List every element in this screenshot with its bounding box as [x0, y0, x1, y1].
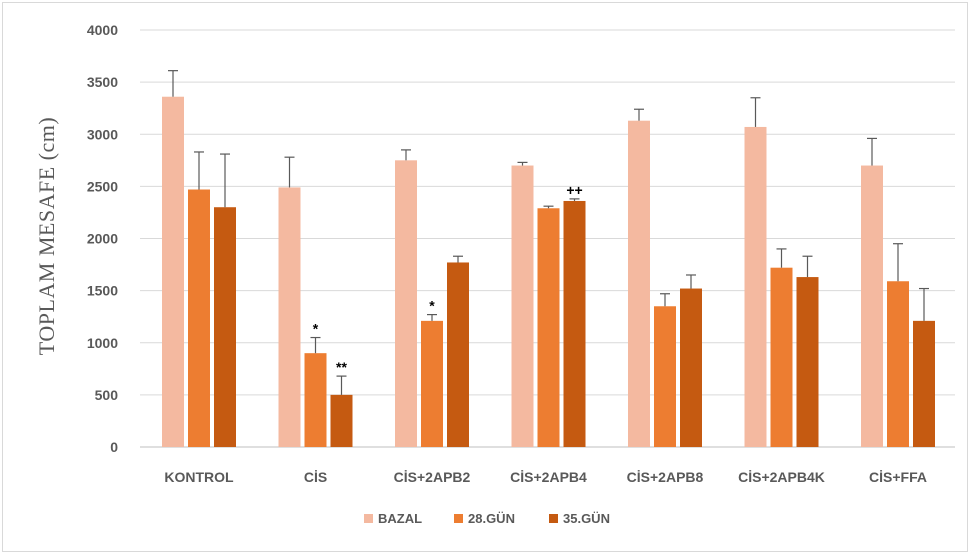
y-tick-label: 1500	[87, 283, 118, 299]
bar	[654, 306, 676, 447]
bar	[447, 262, 469, 447]
bar	[861, 165, 883, 447]
y-tick-label: 4000	[87, 22, 118, 38]
bar	[511, 165, 534, 447]
x-tick-label: KONTROL	[164, 469, 234, 485]
x-tick-label: CİS+FFA	[869, 469, 927, 485]
significance-annotations: ****++	[313, 182, 583, 375]
bar	[887, 281, 909, 447]
bar	[304, 353, 327, 447]
significance-marker: *	[429, 298, 435, 314]
error-bar	[168, 70, 178, 97]
y-tick-label: 3500	[87, 74, 118, 90]
bar	[162, 96, 184, 447]
error-bar	[750, 97, 761, 127]
bar	[563, 200, 586, 447]
legend: BAZAL 28.GÜN 35.GÜN	[364, 511, 610, 526]
error-bar	[660, 293, 670, 307]
bar	[214, 207, 236, 447]
error-bar	[919, 287, 929, 321]
x-axis-categories: KONTROL CİS CİS+2APB2 CİS+2APB4 CİS+2APB8 CİS…	[164, 469, 927, 485]
y-tick-label: 1000	[87, 335, 118, 351]
y-tick-label: 0	[110, 439, 118, 455]
x-tick-label: CİS	[304, 469, 327, 485]
error-bar	[220, 153, 230, 208]
x-tick-label: CİS+2APB4	[510, 469, 587, 485]
legend-swatch	[364, 514, 373, 523]
bar	[796, 277, 819, 447]
bar	[744, 126, 767, 447]
legend-label: 28.GÜN	[468, 511, 515, 526]
y-axis-ticks: 0 500 1000 1500 2000 2500 3000 3500 4000	[87, 22, 118, 455]
legend-item: 35.GÜN	[549, 511, 610, 526]
bars	[162, 96, 935, 448]
x-tick-label: CİS+2APB4K	[738, 469, 825, 485]
error-bar	[893, 243, 903, 282]
error-bar	[776, 248, 787, 268]
bar	[278, 187, 301, 448]
significance-marker: ++	[566, 182, 582, 198]
error-bar	[284, 156, 295, 188]
significance-marker: **	[336, 359, 347, 375]
legend-label: 35.GÜN	[563, 511, 610, 526]
bar	[395, 160, 417, 447]
bar	[537, 208, 560, 447]
error-bar	[401, 149, 411, 161]
error-bar	[543, 205, 554, 209]
error-bar	[336, 375, 347, 395]
bar	[330, 394, 353, 447]
error-bar	[427, 314, 437, 321]
y-tick-label: 3000	[87, 126, 118, 142]
x-tick-label: CİS+2APB8	[627, 469, 704, 485]
error-bars	[168, 70, 929, 395]
error-bar	[310, 336, 321, 354]
bar	[628, 120, 650, 447]
bar	[680, 288, 702, 447]
error-bar	[453, 255, 463, 263]
bar	[421, 320, 443, 447]
legend-label: BAZAL	[378, 511, 422, 526]
y-tick-label: 2000	[87, 231, 118, 247]
legend-swatch	[454, 514, 463, 523]
error-bar	[517, 161, 528, 166]
legend-swatch	[549, 514, 558, 523]
legend-item: 28.GÜN	[454, 511, 515, 526]
error-bar	[686, 274, 696, 289]
error-bar	[802, 255, 813, 278]
bar	[188, 189, 210, 447]
error-bar	[634, 108, 644, 121]
y-tick-label: 500	[95, 387, 119, 403]
legend-item: BAZAL	[364, 511, 422, 526]
error-bar	[194, 151, 204, 190]
error-bar	[569, 198, 580, 201]
y-tick-label: 2500	[87, 178, 118, 194]
significance-marker: *	[313, 321, 319, 337]
error-bar	[867, 137, 877, 166]
grid-lines	[140, 29, 955, 448]
bar	[913, 320, 935, 447]
y-axis-label: TOPLAM MESAFE (cm)	[34, 117, 59, 355]
bar	[770, 267, 793, 447]
x-tick-label: CİS+2APB2	[394, 469, 471, 485]
